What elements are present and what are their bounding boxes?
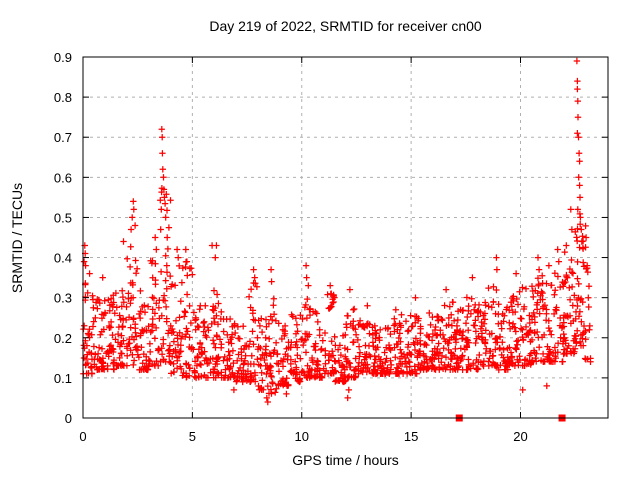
- y-tick-label: 0.6: [54, 170, 72, 185]
- y-tick-label: 0: [65, 411, 72, 426]
- plot-border: [82, 56, 609, 419]
- y-tick-label: 0.8: [54, 90, 72, 105]
- y-tick-label: 0.1: [54, 371, 72, 386]
- x-tick-label: 5: [189, 429, 196, 444]
- y-tick-label: 0.5: [54, 210, 72, 225]
- x-tick-labels: 0 5 10 15 20: [79, 429, 527, 444]
- x-tick-label: 20: [513, 429, 527, 444]
- chart-title: Day 219 of 2022, SRMTID for receiver cn0…: [209, 18, 482, 34]
- axis-ticks: [82, 56, 608, 419]
- scatter-points: [80, 57, 594, 406]
- y-tick-label: 0.2: [54, 331, 72, 346]
- x-tick-label: 10: [295, 429, 309, 444]
- x-tick-label: 0: [79, 429, 86, 444]
- x-tick-label: 15: [404, 429, 418, 444]
- y-tick-label: 0.9: [54, 50, 72, 65]
- y-tick-labels: 0 0.1 0.2 0.3 0.4 0.5 0.6 0.7 0.8 0.9: [54, 50, 72, 426]
- y-tick-label: 0.7: [54, 130, 72, 145]
- y-tick-label: 0.3: [54, 291, 72, 306]
- y-tick-label: 0.4: [54, 251, 72, 266]
- x-axis-label: GPS time / hours: [292, 452, 399, 468]
